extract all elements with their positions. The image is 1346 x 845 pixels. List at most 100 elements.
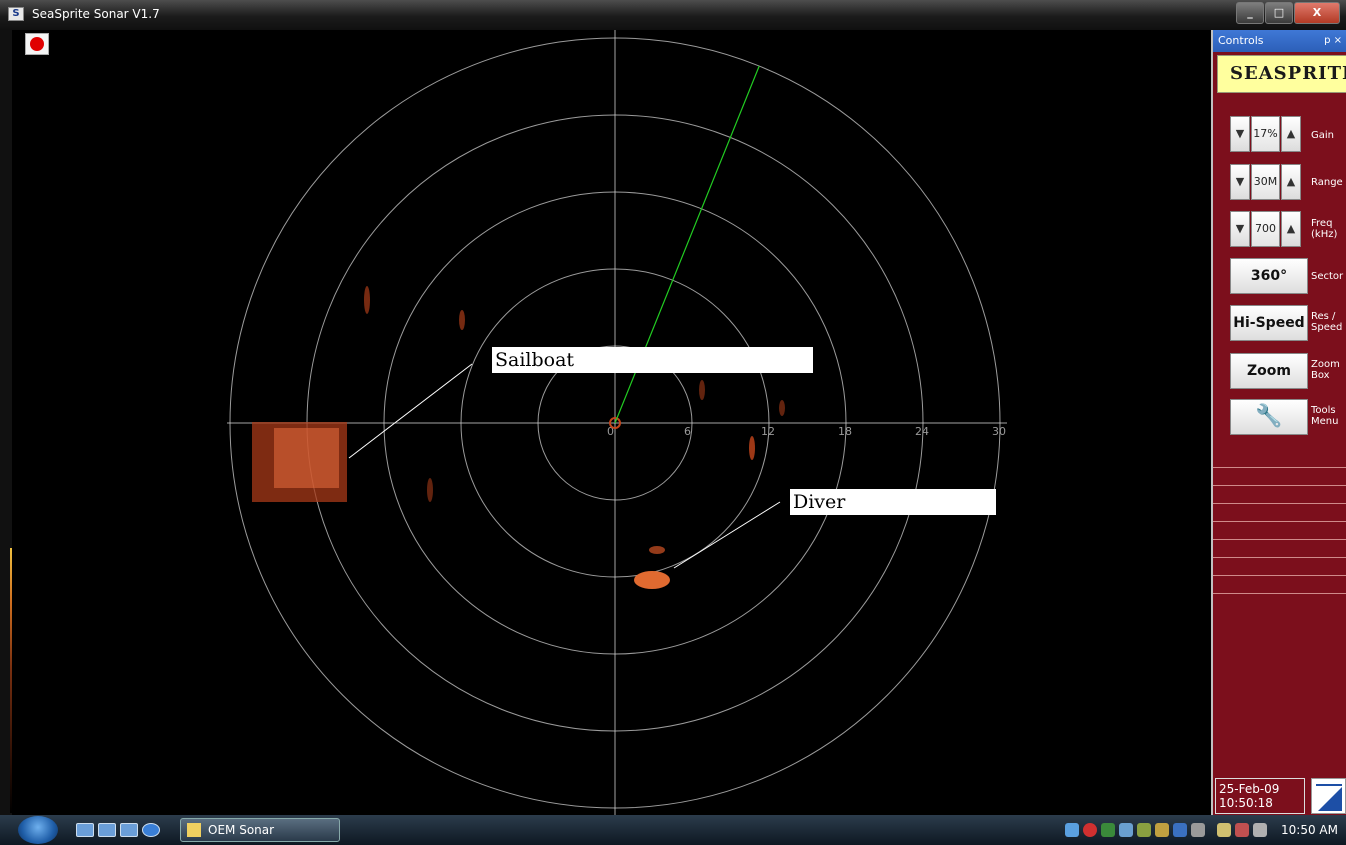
taskbar: OEM Sonar 10:50 AM [0,815,1346,845]
wrench-icon: 🔧 [1255,404,1283,429]
echo-blob [779,400,785,416]
center-marker [609,417,621,429]
app-icon[interactable]: S [8,7,24,21]
maximize-button[interactable]: □ [1265,2,1293,24]
sonar-plot: 0 6 12 18 24 30 [227,30,1007,815]
panel-status-lines [1213,450,1346,600]
tray-app-icon[interactable] [1101,823,1115,837]
status-line [1213,540,1346,558]
freq-up-button[interactable]: ▲ [1281,211,1301,247]
range-up-button[interactable]: ▲ [1281,164,1301,200]
controls-panel-header: Controls p × [1213,30,1346,52]
tools-label-line2: Menu [1311,416,1339,427]
freq-label: Freq (kHz) [1311,218,1337,240]
freq-label-line2: (kHz) [1311,229,1338,240]
battery-icon[interactable] [1217,823,1231,837]
taskbar-app-label: OEM Sonar [208,823,275,837]
sailboat-echo-core [274,428,339,488]
tray-app-icon[interactable] [1155,823,1169,837]
tray-app-icon[interactable] [1191,823,1205,837]
bluetooth-icon[interactable] [1173,823,1187,837]
network-icon[interactable] [1065,823,1079,837]
zoom-label-line2: Box [1311,370,1330,381]
freq-down-button[interactable]: ▼ [1230,211,1250,247]
range-label: Range [1311,177,1343,188]
oem-sonar-icon [187,823,201,837]
pin-close-icon[interactable]: p × [1324,35,1342,46]
date-time-display: 25-Feb-09 10:50:18 [1215,778,1305,814]
diver-pointer [673,501,781,569]
system-tray [1065,823,1271,837]
tools-button[interactable]: 🔧 [1230,399,1308,435]
computer-icon[interactable] [120,823,138,837]
title-bar: S SeaSprite Sonar V1.7 _ □ X [0,0,1346,30]
controls-header-title: Controls [1218,34,1264,47]
range-down-button[interactable]: ▼ [1230,164,1250,200]
controls-panel: Controls p × SEASPRITE ▼ 17% ▲ Gain ▼ 30… [1211,30,1346,815]
range-tick-label: 18 [838,425,852,438]
freq-label-line1: Freq [1311,218,1333,229]
minimize-button[interactable]: _ [1236,2,1264,24]
speed-label-line2: Speed [1311,322,1343,333]
status-line [1213,504,1346,522]
zoom-label-line1: Zoom [1311,359,1340,370]
range-tick-label: 24 [915,425,929,438]
seasprite-logo: SEASPRITE [1217,55,1346,93]
sonar-echoes [252,286,785,589]
gain-up-button[interactable]: ▲ [1281,116,1301,152]
close-button[interactable]: X [1294,2,1340,24]
error-icon[interactable] [1083,823,1097,837]
brand-logo-icon [1311,778,1346,814]
internet-explorer-icon[interactable] [142,823,160,837]
range-labels: 0 6 12 18 24 30 [607,425,1006,438]
range-tick-label: 12 [761,425,775,438]
sonar-display[interactable]: 0 6 12 18 24 30 [12,30,1211,815]
echo-blob [427,478,433,502]
taskbar-app-oem-sonar[interactable]: OEM Sonar [180,818,340,842]
volume-status-icon[interactable] [1235,823,1249,837]
lan-icon[interactable] [1137,823,1151,837]
speaker-icon[interactable] [1253,823,1267,837]
tray-app-icon[interactable] [1119,823,1133,837]
status-line [1213,522,1346,540]
gain-label: Gain [1311,130,1334,141]
sector-button[interactable]: 360° [1230,258,1308,294]
echo-blob [364,286,370,314]
gain-down-button[interactable]: ▼ [1230,116,1250,152]
sector-label: Sector [1311,271,1344,282]
record-icon [30,37,44,51]
tools-label-line1: Tools [1311,405,1336,416]
switch-windows-icon[interactable] [98,823,116,837]
echo-blob [699,380,705,400]
show-desktop-icon[interactable] [76,823,94,837]
status-line [1213,558,1346,576]
range-tick-label: 0 [607,425,614,438]
left-strip [0,30,12,815]
diver-callout: Diver [790,489,996,515]
sailboat-pointer [348,363,473,459]
zoom-button[interactable]: Zoom [1230,353,1308,389]
speed-button[interactable]: Hi-Speed [1230,305,1308,341]
time-text: 10:50:18 [1219,796,1273,810]
status-line [1213,576,1346,594]
echo-blob [749,436,755,460]
start-button[interactable] [18,816,58,844]
range-tick-label: 6 [684,425,691,438]
speed-label-line1: Res / [1311,311,1336,322]
gain-value: 17% [1251,116,1280,152]
zoom-label: Zoom Box [1311,359,1340,381]
tools-label: Tools Menu [1311,405,1338,427]
sailboat-callout: Sailboat [492,347,813,373]
record-button[interactable] [25,33,49,55]
window-controls: _ □ X [1235,2,1340,24]
status-line [1213,468,1346,486]
echo-blob [459,310,465,330]
range-tick-label: 30 [992,425,1006,438]
window-title: SeaSprite Sonar V1.7 [32,7,160,21]
date-text: 25-Feb-09 [1219,782,1280,796]
brand-logo-graphic [1316,784,1342,811]
quick-launch [76,823,164,839]
diver-echo [634,571,670,589]
taskbar-clock[interactable]: 10:50 AM [1281,823,1338,837]
freq-value: 700 [1251,211,1280,247]
